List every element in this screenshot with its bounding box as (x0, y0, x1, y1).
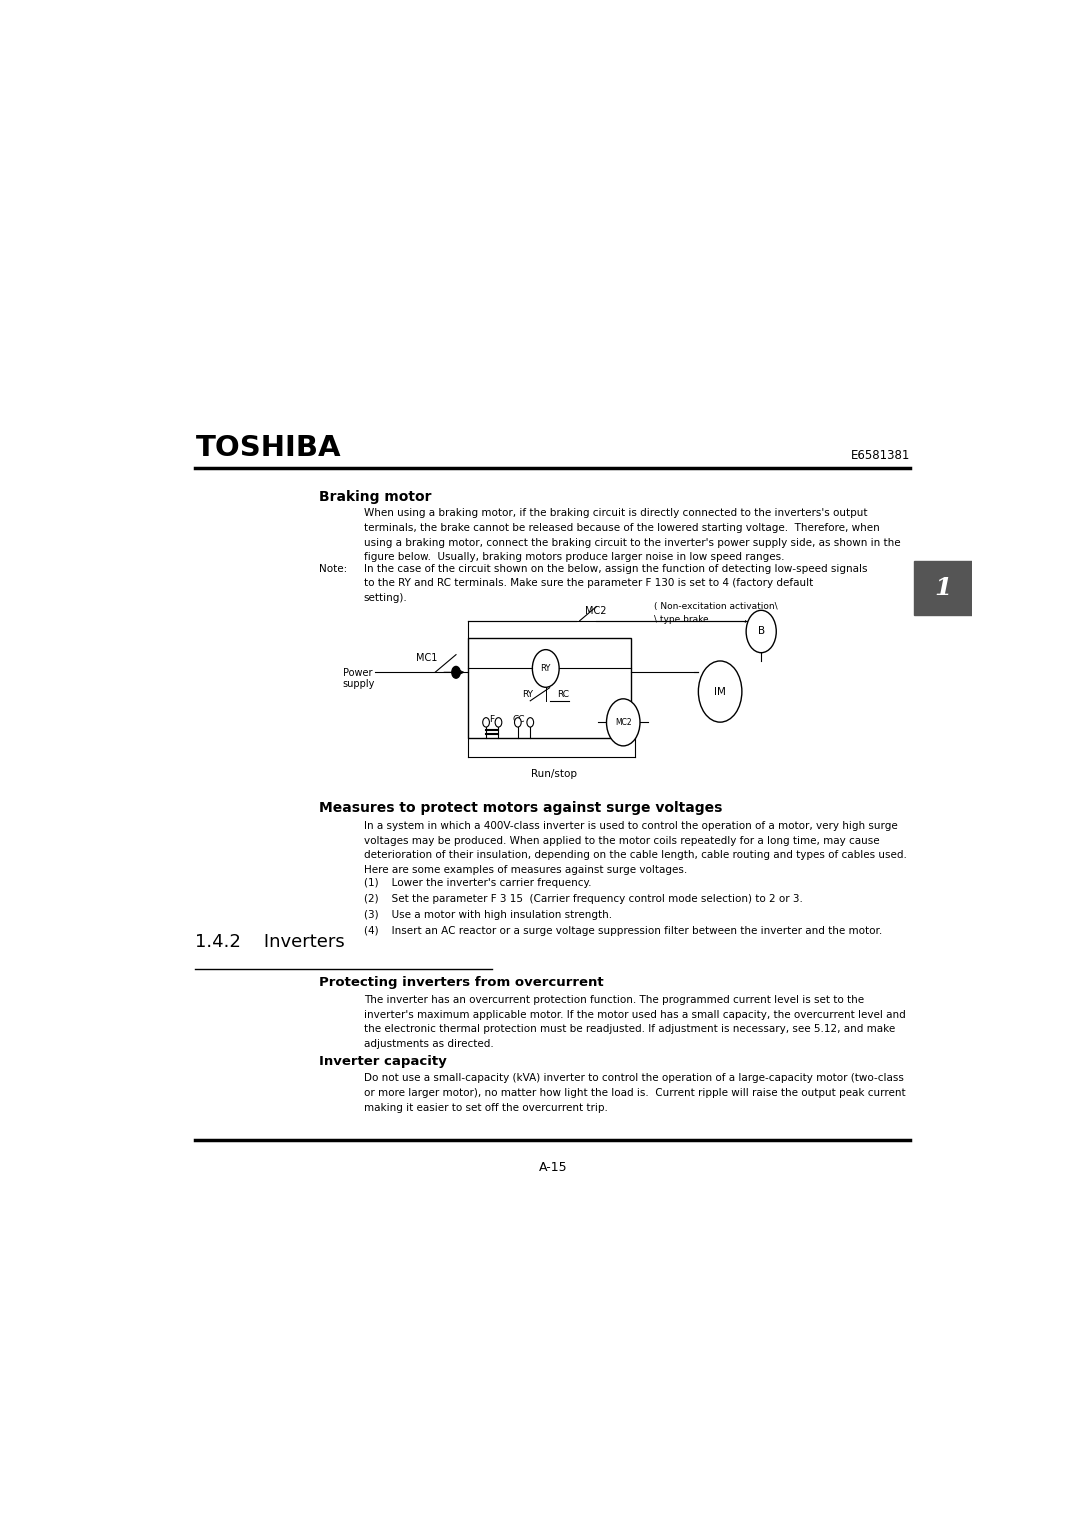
Text: deterioration of their insulation, depending on the cable length, cable routing : deterioration of their insulation, depen… (364, 850, 906, 860)
Circle shape (527, 718, 534, 727)
Text: (2)    Set the parameter F 3 15  (Carrier frequency control mode selection) to 2: (2) Set the parameter F 3 15 (Carrier fr… (364, 894, 802, 905)
Bar (914, 561, 972, 614)
Circle shape (495, 718, 502, 727)
Text: The inverter has an overcurrent protection function. The programmed current leve: The inverter has an overcurrent protecti… (364, 995, 864, 1005)
Text: Measures to protect motors against surge voltages: Measures to protect motors against surge… (320, 801, 723, 814)
Circle shape (514, 718, 522, 727)
Text: Run/stop: Run/stop (530, 769, 577, 779)
Text: B: B (758, 626, 765, 637)
Text: the electronic thermal protection must be readjusted. If adjustment is necessary: the electronic thermal protection must b… (364, 1024, 895, 1034)
Text: or more larger motor), no matter how light the load is.  Current ripple will rai: or more larger motor), no matter how lig… (364, 1088, 905, 1099)
Text: Protecting inverters from overcurrent: Protecting inverters from overcurrent (320, 976, 604, 990)
Text: terminals, the brake cannot be released because of the lowered starting voltage.: terminals, the brake cannot be released … (364, 523, 879, 533)
Text: RY: RY (541, 665, 551, 672)
Text: voltages may be produced. When applied to the motor coils repeatedly for a long : voltages may be produced. When applied t… (364, 836, 879, 845)
Text: figure below.  Usually, braking motors produce larger noise in low speed ranges.: figure below. Usually, braking motors pr… (364, 552, 784, 562)
Text: to the RY and RC terminals. Make sure the parameter F 130 is set to 4 (factory d: to the RY and RC terminals. Make sure th… (364, 579, 813, 588)
Bar (469, 637, 631, 738)
Text: Braking motor: Braking motor (320, 490, 432, 504)
Text: In the case of the circuit shown on the below, assign the function of detecting : In the case of the circuit shown on the … (364, 564, 867, 573)
Text: Inverter capacity: Inverter capacity (320, 1054, 447, 1068)
Text: Power: Power (342, 668, 373, 678)
Text: A-15: A-15 (539, 1161, 568, 1174)
Circle shape (451, 666, 460, 678)
Text: 1: 1 (934, 576, 951, 599)
Text: MC2: MC2 (615, 718, 632, 727)
Text: In a system in which a 400V-class inverter is used to control the operation of a: In a system in which a 400V-class invert… (364, 821, 897, 831)
Text: E6581381: E6581381 (851, 449, 910, 463)
Text: TOSHIBA: TOSHIBA (195, 434, 341, 463)
Text: \ type brake: \ type brake (654, 614, 708, 623)
Text: F: F (489, 715, 494, 724)
Text: setting).: setting). (364, 593, 407, 604)
Text: making it easier to set off the overcurrent trip.: making it easier to set off the overcurr… (364, 1103, 607, 1112)
Text: ( Non-excitation activation\: ( Non-excitation activation\ (654, 602, 778, 611)
Text: 1.4.2    Inverters: 1.4.2 Inverters (195, 934, 346, 952)
Text: using a braking motor, connect the braking circuit to the inverter's power suppl: using a braking motor, connect the braki… (364, 538, 901, 547)
Text: Here are some examples of measures against surge voltages.: Here are some examples of measures again… (364, 865, 687, 876)
Text: When using a braking motor, if the braking circuit is directly connected to the : When using a braking motor, if the braki… (364, 509, 867, 518)
Text: Note:: Note: (320, 564, 348, 573)
Text: RY: RY (522, 691, 532, 698)
Text: ,: , (743, 614, 746, 623)
Text: (4)    Insert an AC reactor or a surge voltage suppression filter between the in: (4) Insert an AC reactor or a surge volt… (364, 926, 882, 937)
Circle shape (699, 662, 742, 723)
Text: adjustments as directed.: adjustments as directed. (364, 1039, 494, 1048)
Text: inverter's maximum applicable motor. If the motor used has a small capacity, the: inverter's maximum applicable motor. If … (364, 1010, 905, 1019)
Text: MC2: MC2 (585, 607, 607, 616)
Text: Do not use a small-capacity (kVA) inverter to control the operation of a large-c: Do not use a small-capacity (kVA) invert… (364, 1074, 904, 1083)
Circle shape (746, 610, 777, 652)
Text: (3)    Use a motor with high insulation strength.: (3) Use a motor with high insulation str… (364, 911, 611, 920)
Text: supply: supply (342, 680, 375, 689)
Text: RC: RC (557, 691, 569, 698)
Text: IM: IM (714, 686, 726, 697)
Text: (1)    Lower the inverter's carrier frequency.: (1) Lower the inverter's carrier frequen… (364, 879, 591, 888)
Text: MC1: MC1 (416, 652, 437, 663)
Circle shape (532, 649, 559, 688)
Circle shape (483, 718, 489, 727)
Circle shape (607, 698, 640, 746)
Text: CC: CC (512, 715, 525, 724)
